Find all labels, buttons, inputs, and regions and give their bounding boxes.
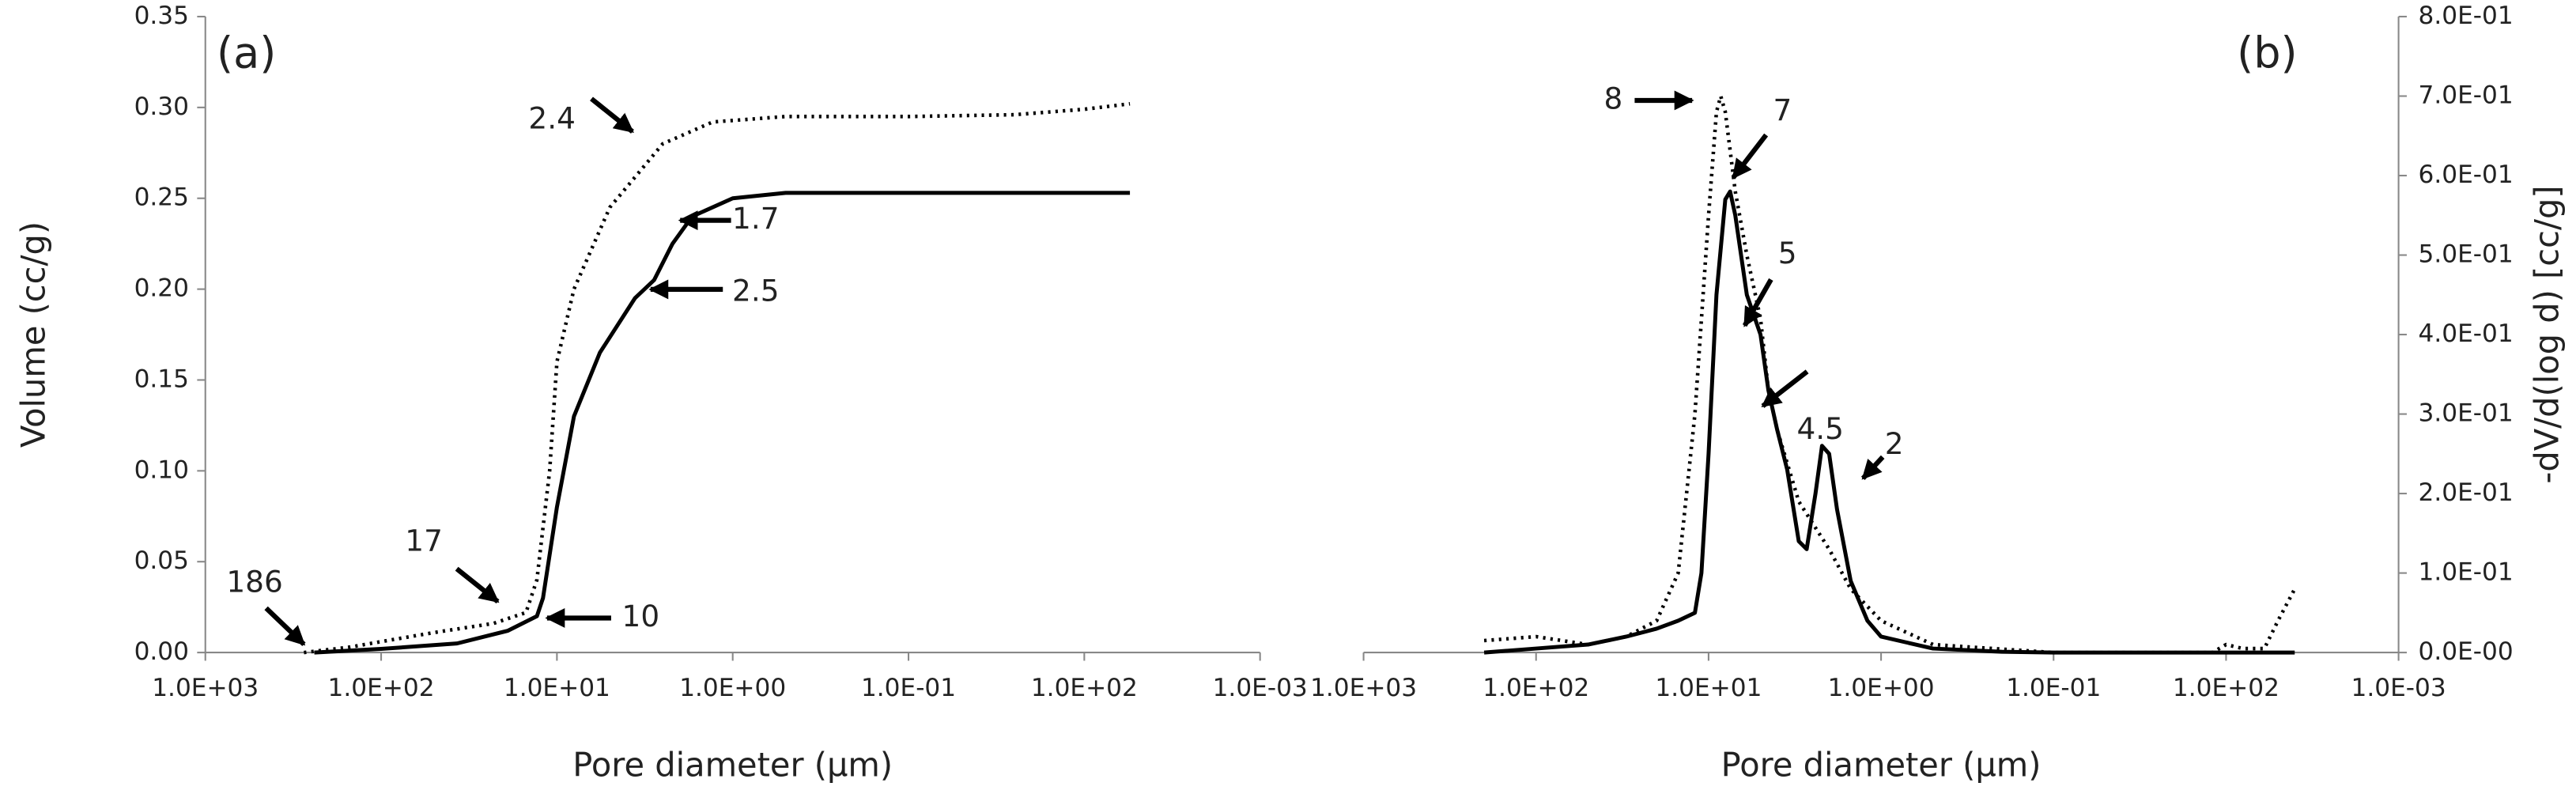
y2-tick-label: 8.0E-01	[2419, 2, 2514, 30]
annotation: 5	[1778, 236, 1797, 270]
annotation: 2.5	[732, 274, 779, 308]
x-tick-label: 1.0E+03	[152, 674, 259, 702]
y-tick-label: 0.35	[134, 2, 189, 30]
x-tick-label: 1.0E-01	[861, 674, 956, 702]
x-axis-title: Pore diameter (µm)	[572, 746, 893, 785]
y2-tick-label: 2.0E-01	[2419, 478, 2514, 507]
annotation: 1.7	[732, 201, 779, 236]
annotation-arrow	[1731, 133, 1769, 180]
x-tick-label: 1.0E+01	[504, 674, 610, 702]
annotation: 186	[226, 564, 282, 599]
y2-tick-label: 5.0E-01	[2419, 240, 2514, 269]
annotation-arrow	[1860, 455, 1885, 480]
annotation: 2.4	[528, 100, 575, 135]
y-tick-label: 0.25	[134, 183, 189, 212]
annotation-arrow	[1761, 369, 1809, 408]
y2-tick-label: 3.0E-01	[2419, 399, 2514, 428]
y2-tick-label: 6.0E-01	[2419, 161, 2514, 189]
x-tick-label: 1.0E+01	[1655, 674, 1762, 702]
series-line	[314, 191, 1131, 655]
y-tick-label: 0.05	[134, 546, 189, 575]
x-tick-label: 1.0E+02	[2173, 674, 2279, 702]
x-tick-label: 1.0E+02	[1483, 674, 1589, 702]
series-line	[1483, 189, 2295, 655]
y-tick-label: 0.15	[134, 365, 189, 393]
annotation: 10	[622, 599, 660, 633]
y2-tick-label: 0.0E-00	[2419, 637, 2514, 666]
panel-label: (b)	[2237, 28, 2297, 78]
x-tick-label: 1.0E+02	[1031, 674, 1138, 702]
x-tick-label: 1.0E-03	[1213, 674, 1308, 702]
annotation: 17	[405, 523, 443, 558]
y-tick-label: 0.30	[134, 93, 189, 121]
panel-label: (a)	[217, 28, 276, 78]
annotation: 2	[1885, 426, 1904, 461]
series-line	[1483, 94, 2297, 655]
annotation: 7	[1773, 93, 1792, 127]
x-tick-label: 1.0E+00	[679, 674, 786, 702]
x-tick-label: 1.0E-01	[2006, 674, 2101, 702]
x-axis-title: Pore diameter (µm)	[1721, 746, 2042, 785]
y-axis-title: Volume (cc/g)	[14, 221, 53, 448]
y-tick-label: 0.00	[134, 637, 189, 666]
y2-tick-label: 1.0E-01	[2419, 558, 2514, 587]
annotation-arrow	[590, 96, 634, 134]
x-tick-label: 1.0E+03	[1310, 674, 1417, 702]
y2-tick-label: 4.0E-01	[2419, 319, 2514, 348]
x-tick-label: 1.0E+02	[328, 674, 435, 702]
x-tick-label: 1.0E+00	[1828, 674, 1935, 702]
y2-axis-title: -dV/d(log d) [cc/g]	[2528, 185, 2567, 483]
x-tick-label: 1.0E-03	[2351, 674, 2446, 702]
y-tick-label: 0.10	[134, 456, 189, 484]
y2-tick-label: 7.0E-01	[2419, 81, 2514, 110]
series-line	[304, 101, 1131, 655]
annotation-arrow	[455, 566, 500, 604]
annotation-arrow	[264, 606, 306, 646]
annotation: 4.5	[1796, 411, 1843, 446]
y-tick-label: 0.20	[134, 274, 189, 303]
annotation: 8	[1604, 81, 1623, 115]
annotation-arrow	[1742, 278, 1773, 327]
